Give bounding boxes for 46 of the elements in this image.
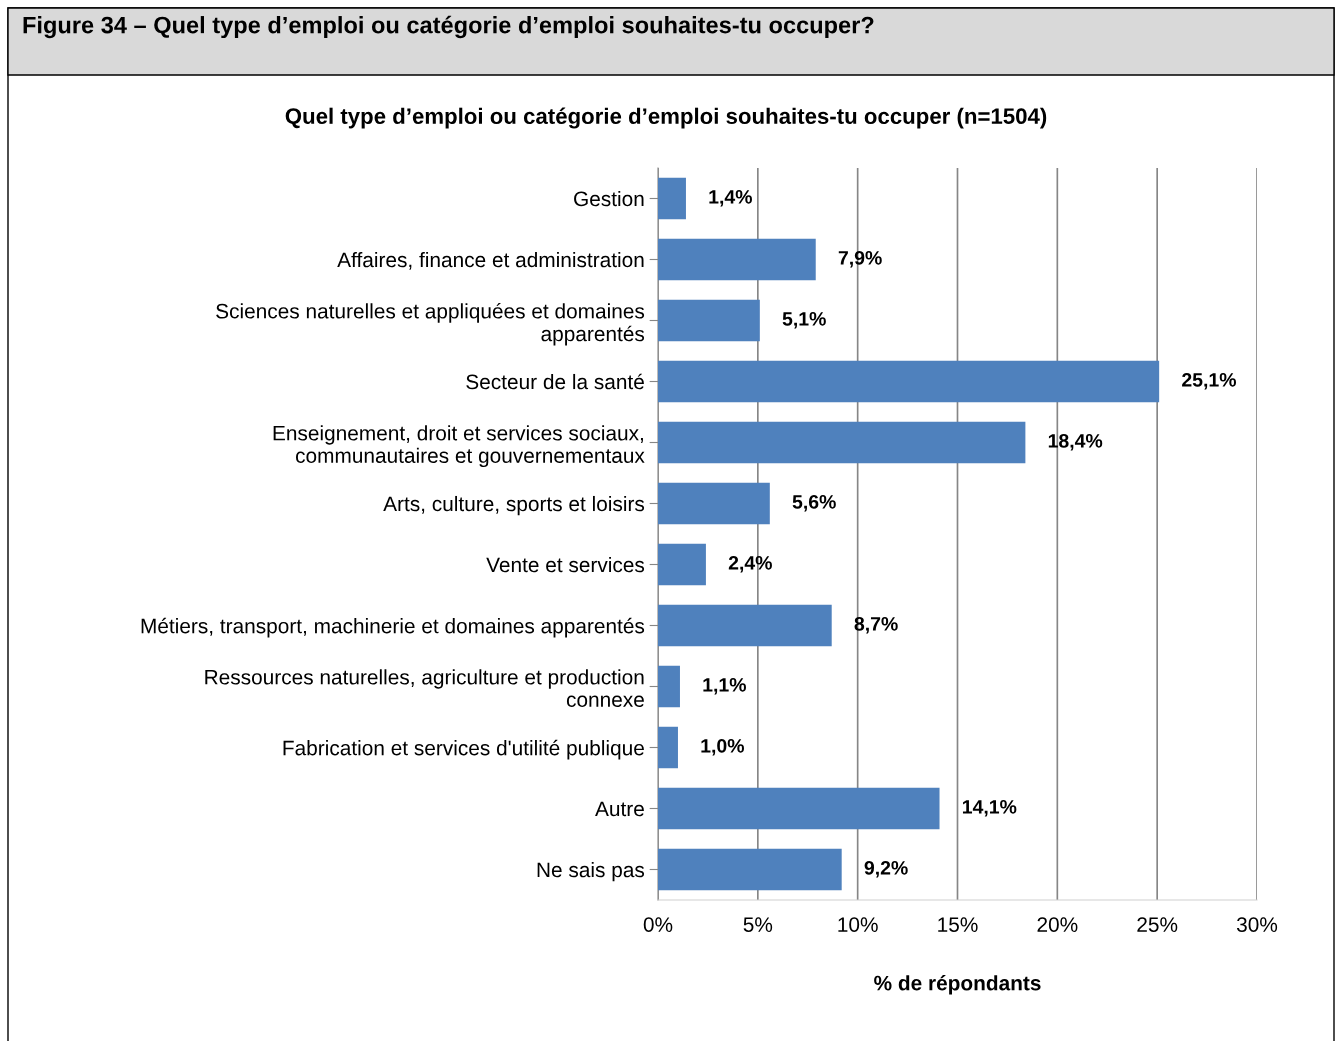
y-tick-label: Arts, culture, sports et loisirs	[383, 495, 645, 516]
bar	[658, 482, 770, 525]
y-tick-label: Vente et services	[486, 556, 645, 573]
text: Figure 34 – Quel type d’emploi ou catégorie d’emploi souhaites-tu occuper?	[23, 15, 874, 39]
x-tick-label: 0%	[643, 917, 673, 932]
data-label: 2,4%	[728, 555, 772, 573]
bar	[658, 848, 842, 891]
y-tick-label: Gestion	[574, 190, 644, 207]
data-label: 8,7%	[854, 616, 898, 634]
bar	[658, 543, 706, 586]
data-label: 5,1%	[782, 312, 826, 329]
bar	[658, 726, 678, 769]
data-label: 5,6%	[792, 494, 836, 512]
y-tick-label: Fabrication et services d'utilité publique	[283, 739, 644, 760]
data-label: 9,2%	[864, 860, 908, 878]
x-tick-label: 30%	[1236, 917, 1278, 932]
data-label: 1,4%	[709, 190, 752, 207]
bar	[658, 177, 686, 220]
x-axis-title: % de répondants	[874, 974, 1041, 995]
data-label: 1,0%	[701, 738, 744, 756]
y-tick-label: Sciences naturelles et appliquées et domaines apparentés	[216, 303, 645, 346]
chart-subtitle: Quel type d’emploi ou catégorie d’emploi souhaites-tu occuper (n=1504)	[285, 107, 1047, 129]
y-tick-label: Métiers, transport, machinerie et domaines apparentés	[141, 617, 645, 638]
data-label: 7,9%	[838, 250, 882, 268]
bar	[658, 238, 816, 281]
bar	[658, 665, 680, 708]
y-tick-label: Ressources naturelles, agriculture et production connexe	[205, 669, 644, 707]
data-label: 14,1%	[962, 800, 1017, 817]
data-label: 1,1%	[703, 678, 746, 695]
y-tick-label: Enseignement, droit et services sociaux, communautaires et gouvernementaux	[273, 425, 645, 468]
y-tick-label: Ne sais pas	[537, 861, 645, 882]
bar	[658, 604, 832, 647]
x-tick-label: 20%	[1037, 917, 1078, 932]
bar	[658, 360, 1160, 403]
x-tick-label: 15%	[938, 917, 978, 932]
bar	[658, 787, 940, 830]
bar	[658, 421, 1026, 464]
y-tick-label: Affaires, finance et administration	[337, 251, 644, 270]
bar	[658, 299, 760, 342]
data-label: 25,1%	[1182, 372, 1237, 390]
x-tick-label: 5%	[743, 917, 773, 932]
x-tick-label: 10%	[838, 917, 878, 932]
y-tick-label: Secteur de la santé	[466, 373, 644, 390]
y-tick-label: Autre	[595, 801, 644, 817]
x-tick-label: 25%	[1137, 917, 1178, 932]
data-label: 18,4%	[1048, 433, 1103, 451]
